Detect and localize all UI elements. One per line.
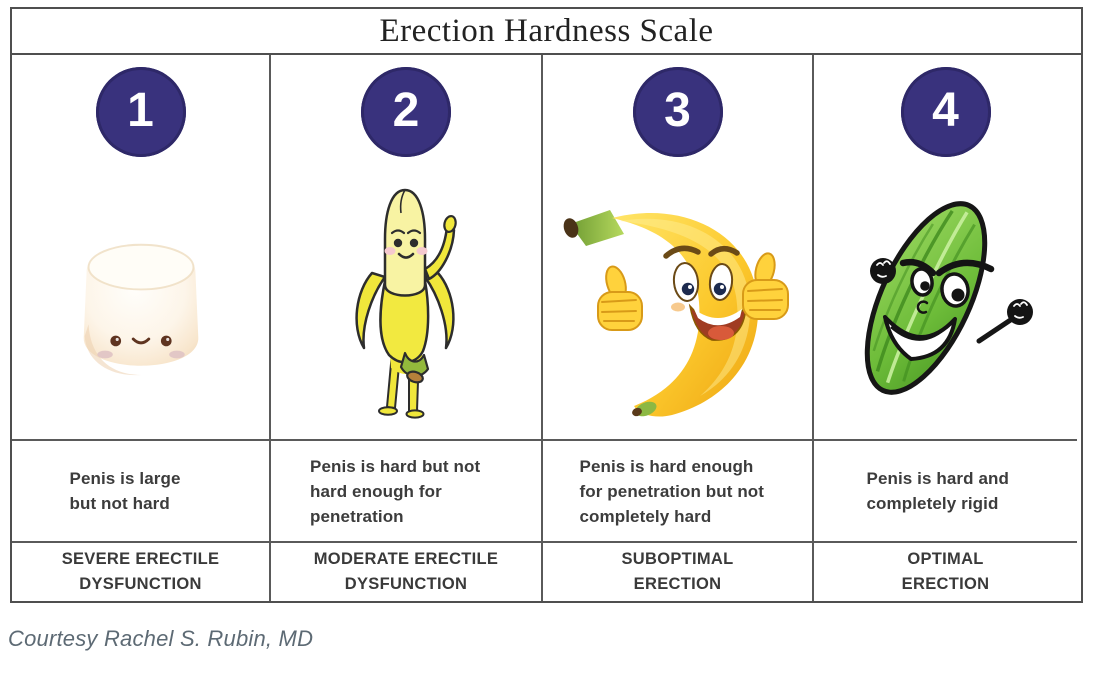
scale-column-2: 2	[271, 55, 543, 601]
number-badge-4: 4	[900, 67, 991, 157]
page-title: Erection Hardness Scale	[379, 12, 714, 49]
classification-text: OPTIMAL ERECTION	[901, 550, 990, 593]
erection-hardness-scale-figure: Erection Hardness Scale 1	[10, 7, 1083, 603]
badge-number: 2	[392, 84, 420, 137]
scale-grid: 1	[12, 55, 1081, 601]
number-badge-3: 3	[632, 67, 723, 157]
description-text: Penis is hard and completely rigid	[866, 469, 1009, 513]
classification-cell-1: SEVERE ERECTILE DYSFUNCTION	[12, 543, 269, 601]
peeled-banana-illustration	[355, 188, 457, 419]
description-text: Penis is hard enough for penetration but…	[579, 456, 765, 526]
image-cell-3: 3	[543, 55, 812, 441]
classification-text: SUBOPTIMAL ERECTION	[621, 550, 734, 593]
number-badge-2: 2	[361, 67, 451, 157]
classification-cell-3: SUBOPTIMAL ERECTION	[543, 543, 812, 601]
badge-number: 3	[664, 84, 691, 137]
image-cell-1: 1	[12, 55, 269, 441]
description-cell-3: Penis is hard enough for penetration but…	[543, 441, 812, 543]
figure-caption: Courtesy Rachel S. Rubin, MD	[8, 626, 314, 651]
description-text: Penis is hard but not hard enough for pe…	[310, 456, 481, 526]
number-badge-1: 1	[95, 67, 186, 157]
scale-column-3: 3	[543, 55, 814, 601]
description-text: Penis is large but not hard	[69, 469, 181, 513]
cucumber-illustration	[864, 201, 1033, 395]
classification-cell-2: MODERATE ERECTILE DYSFUNCTION	[271, 543, 541, 601]
image-cell-4: 4	[814, 55, 1077, 441]
scale-column-1: 1	[12, 55, 271, 601]
image-cell-2: 2	[271, 55, 541, 441]
banana-thumbs-up-illustration	[563, 210, 789, 417]
description-cell-4: Penis is hard and completely rigid	[814, 441, 1077, 543]
badge-number: 1	[127, 84, 154, 137]
marshmallow-illustration	[83, 243, 198, 376]
description-cell-1: Penis is large but not hard	[12, 441, 269, 543]
title-row: Erection Hardness Scale	[12, 9, 1081, 55]
description-cell-2: Penis is hard but not hard enough for pe…	[271, 441, 541, 543]
classification-text: SEVERE ERECTILE DYSFUNCTION	[61, 550, 220, 593]
classification-text: MODERATE ERECTILE DYSFUNCTION	[313, 550, 499, 593]
badge-number: 4	[932, 84, 959, 137]
classification-cell-4: OPTIMAL ERECTION	[814, 543, 1077, 601]
scale-column-4: 4	[814, 55, 1077, 601]
